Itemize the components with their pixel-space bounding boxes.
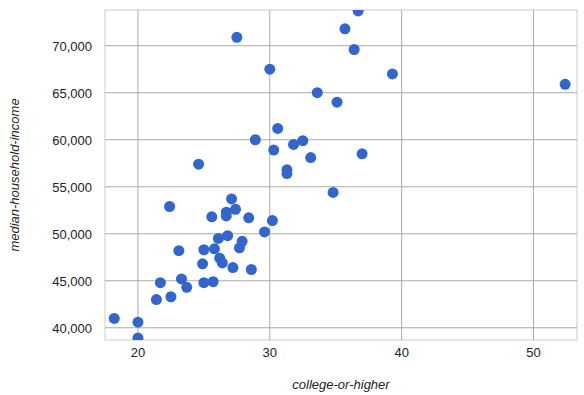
point xyxy=(353,10,364,16)
y-tick-label: 50,000 xyxy=(52,227,92,242)
point xyxy=(155,277,166,288)
x-grid-line xyxy=(269,10,270,340)
point xyxy=(305,152,316,163)
chart: 40,000 45,000 50,000 55,000 60,000 65,000 70,0… xyxy=(0,0,584,395)
point xyxy=(181,282,192,293)
y-grid-line xyxy=(105,186,577,187)
x-axis-title: college-or-higher xyxy=(292,377,390,392)
point xyxy=(328,187,339,198)
point xyxy=(217,257,228,268)
point xyxy=(250,134,261,145)
point xyxy=(231,32,242,43)
point xyxy=(246,264,257,275)
y-grid-line xyxy=(105,327,577,328)
point xyxy=(272,123,283,134)
point xyxy=(151,294,162,305)
y-grid-line xyxy=(105,45,577,46)
y-grid-line xyxy=(105,139,577,140)
point xyxy=(387,68,398,79)
point xyxy=(164,201,175,212)
x-tick-label: 20 xyxy=(131,345,145,360)
point xyxy=(165,291,176,302)
point xyxy=(227,262,238,273)
y-tick-label: 60,000 xyxy=(52,133,92,148)
point xyxy=(357,148,368,159)
point xyxy=(339,23,350,34)
point xyxy=(109,313,120,324)
point xyxy=(264,64,275,75)
point xyxy=(288,139,299,150)
point xyxy=(213,233,224,244)
point xyxy=(132,333,143,340)
y-tick-label: 70,000 xyxy=(52,39,92,54)
point xyxy=(268,145,279,156)
point xyxy=(197,258,208,269)
x-grid-line xyxy=(533,10,534,340)
point xyxy=(221,210,232,221)
point xyxy=(208,276,219,287)
x-tick-label: 50 xyxy=(526,345,540,360)
y-tick-label: 45,000 xyxy=(52,274,92,289)
point xyxy=(332,97,343,108)
point xyxy=(234,242,245,253)
point xyxy=(226,193,237,204)
x-tick-label: 30 xyxy=(263,345,277,360)
y-grid-line xyxy=(105,233,577,234)
y-tick-label: 40,000 xyxy=(52,321,92,336)
x-grid-line xyxy=(137,10,138,340)
point xyxy=(173,245,184,256)
x-grid-line xyxy=(401,10,402,340)
point xyxy=(243,212,254,223)
point xyxy=(259,226,270,237)
point xyxy=(198,244,209,255)
points xyxy=(109,10,571,340)
point xyxy=(560,79,571,90)
y-grid-line xyxy=(105,280,577,281)
y-tick-label: 55,000 xyxy=(52,180,92,195)
point xyxy=(193,159,204,170)
point xyxy=(349,44,360,55)
y-grid-line xyxy=(105,92,577,93)
point xyxy=(267,215,278,226)
point xyxy=(206,211,217,222)
point xyxy=(132,317,143,328)
y-tick-label: 65,000 xyxy=(52,86,92,101)
x-tick-label: 40 xyxy=(394,345,408,360)
point xyxy=(312,87,323,98)
y-axis-title: median-household-income xyxy=(7,98,22,251)
point xyxy=(209,243,220,254)
plot-frame xyxy=(105,10,577,340)
point xyxy=(281,168,292,179)
